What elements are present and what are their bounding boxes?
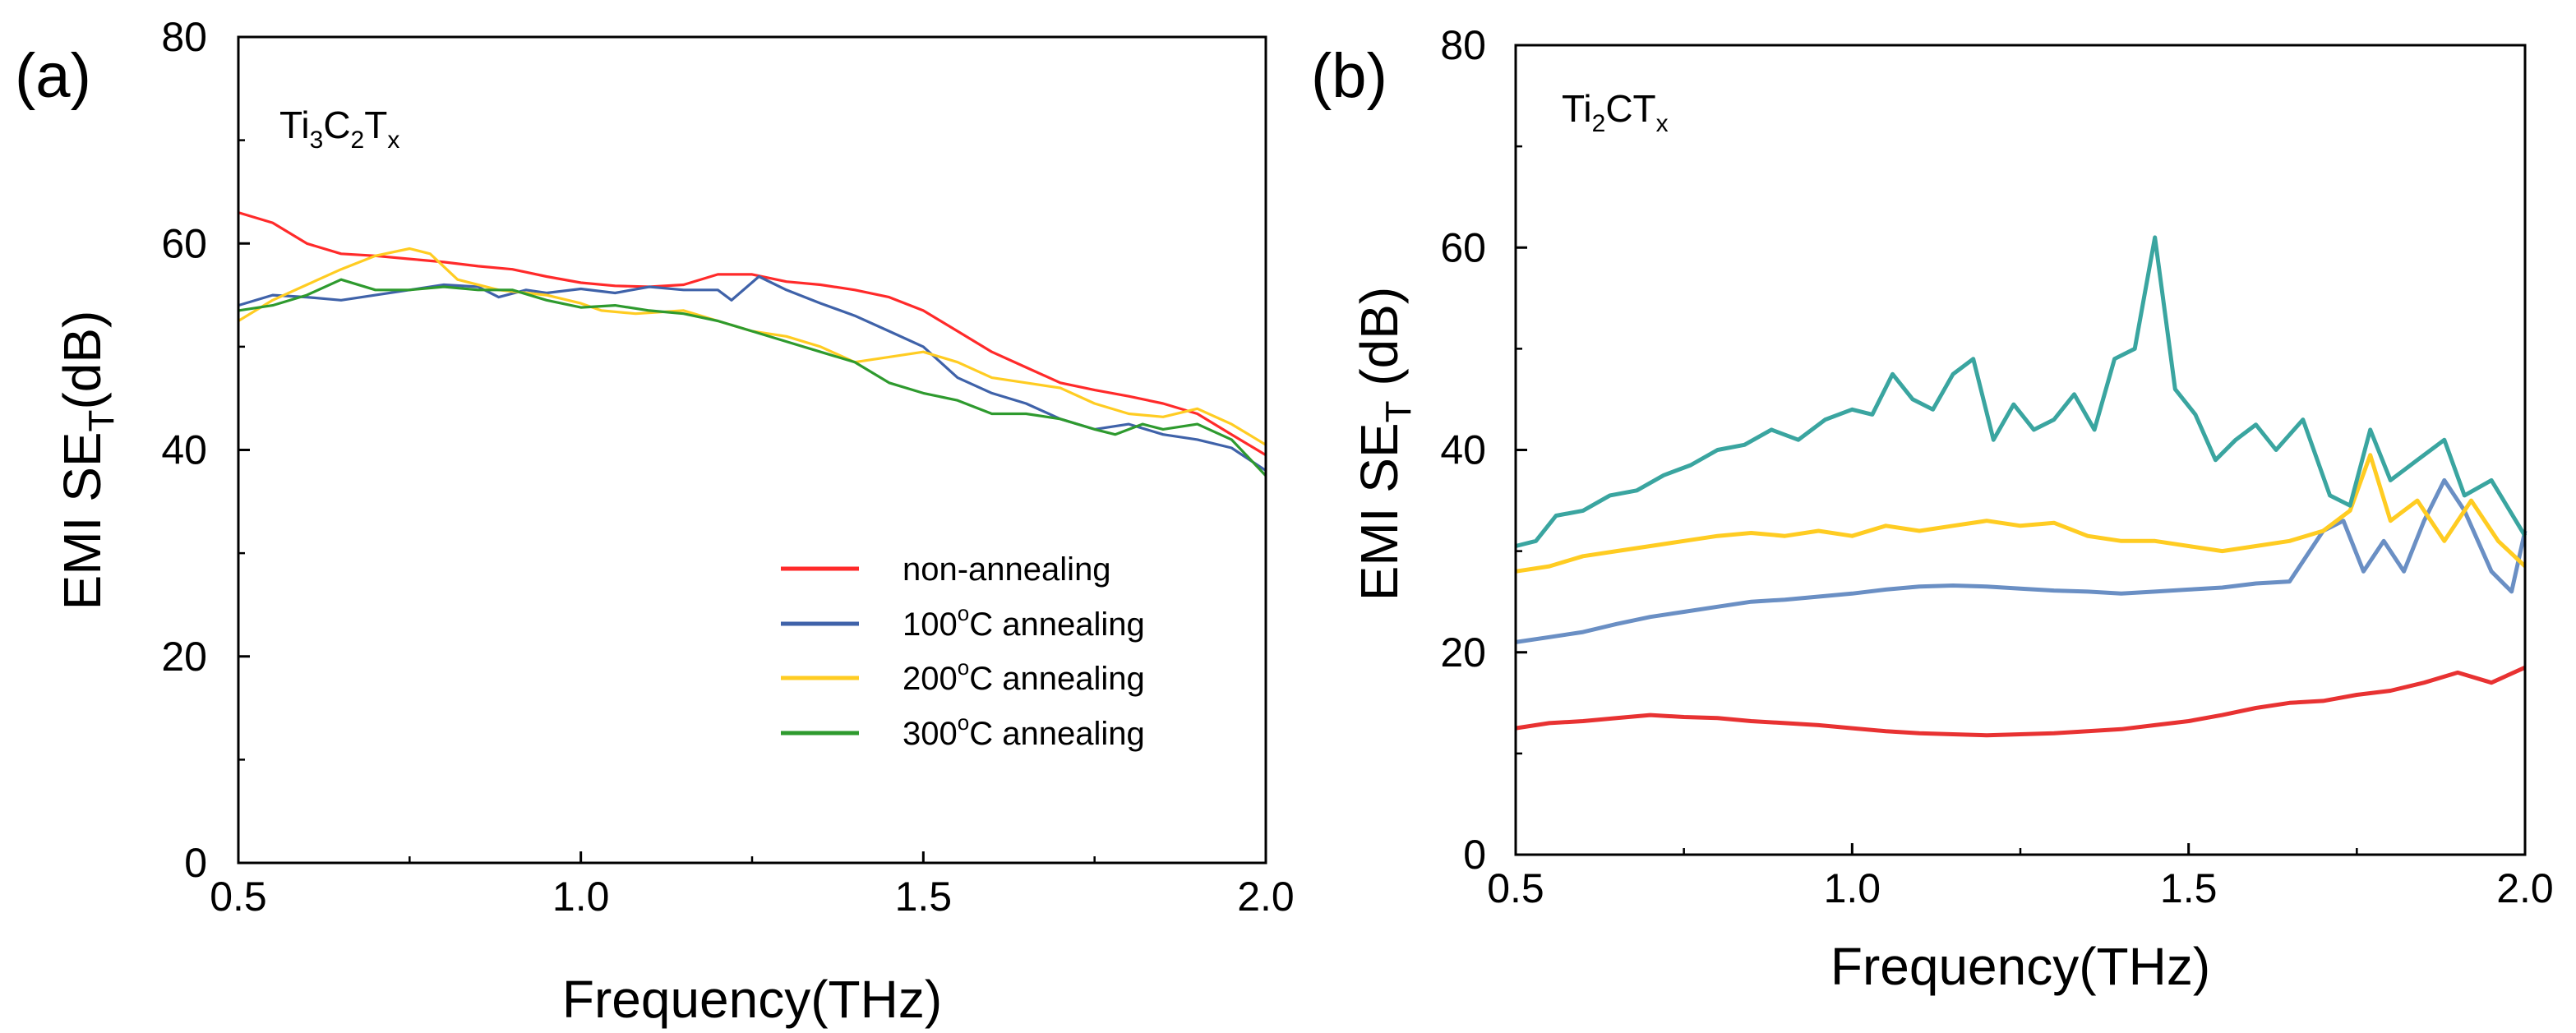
x-tick-label-a: 2.0 — [1237, 874, 1295, 920]
y-axis-title-a: EMI SET(dB) — [53, 311, 122, 611]
x-axis-title-b: Frequency(THz) — [1830, 937, 2210, 996]
series-lines-b — [1515, 235, 2528, 738]
x-tick-label-b: 0.5 — [1487, 865, 1544, 911]
y-tick-label-b: 80 — [1440, 22, 1486, 68]
material-label-a: Ti3C2Tx — [279, 104, 399, 154]
series-line-a-non-annealing — [238, 211, 1267, 457]
panel-label-a: (a) — [15, 41, 91, 111]
y-tick-label-b: 40 — [1440, 427, 1486, 473]
y-tick-label-b: 60 — [1440, 224, 1486, 270]
chart-panel-a: (a) EMI SET(dB) Frequency(THz) Ti3C2Tx 0… — [15, 14, 1295, 1029]
chart-panel-b: (b) EMI SET (dB) Frequency(THz) Ti2CTx 0… — [1311, 22, 2554, 996]
series-line-b-non-annealing — [1515, 665, 2527, 738]
series-line-a-200c-annealing — [238, 247, 1267, 446]
x-tick-label-a: 1.0 — [552, 874, 610, 920]
x-tick-label-a: 1.5 — [895, 874, 953, 920]
legend-label-100c: 100oC annealing — [903, 601, 1145, 643]
series-line-b-300c-annealing — [1515, 235, 2528, 548]
series-line-b-200c-annealing — [1515, 453, 2527, 574]
plot-frame-b — [1514, 44, 2527, 856]
y-tick-label-a: 80 — [161, 14, 207, 60]
y-tick-label-a: 60 — [161, 220, 207, 266]
series-lines-a — [238, 211, 1267, 477]
y-tick-label-b: 0 — [1463, 832, 1486, 878]
x-axis-title-a: Frequency(THz) — [562, 970, 942, 1029]
x-tick-label-b: 1.5 — [2160, 865, 2218, 911]
y-tick-label-b: 20 — [1440, 629, 1486, 676]
panel-label-b: (b) — [1311, 41, 1387, 111]
material-label-b: Ti2CTx — [1562, 87, 1669, 137]
legend-label-200c: 200oC annealing — [903, 655, 1145, 697]
x-tick-label-b: 1.0 — [1824, 865, 1881, 911]
y-tick-label-a: 40 — [161, 427, 207, 473]
y-tick-label-a: 0 — [184, 840, 207, 886]
series-line-a-100c-annealing — [238, 274, 1267, 472]
y-tick-label-a: 20 — [161, 634, 207, 680]
series-line-b-100c-annealing — [1515, 477, 2528, 644]
y-axis-title-b: EMI SET (dB) — [1350, 287, 1419, 602]
axis-ticks-b: 0.5 1.0 1.5 2.0 0 20 40 60 80 — [1440, 22, 2553, 911]
legend-label-non-annealing: non-annealing — [903, 551, 1111, 588]
plot-frame-a — [237, 35, 1267, 865]
legend-a: non-annealing 100oC annealing 200oC anne… — [781, 551, 1145, 752]
x-tick-label-a: 0.5 — [210, 874, 267, 920]
series-line-a-300c-annealing — [238, 278, 1267, 477]
axis-ticks-a: 0.5 1.0 1.5 2.0 0 20 40 60 80 — [161, 14, 1294, 920]
x-tick-label-b: 2.0 — [2496, 865, 2554, 911]
legend-label-300c: 300oC annealing — [903, 710, 1145, 752]
